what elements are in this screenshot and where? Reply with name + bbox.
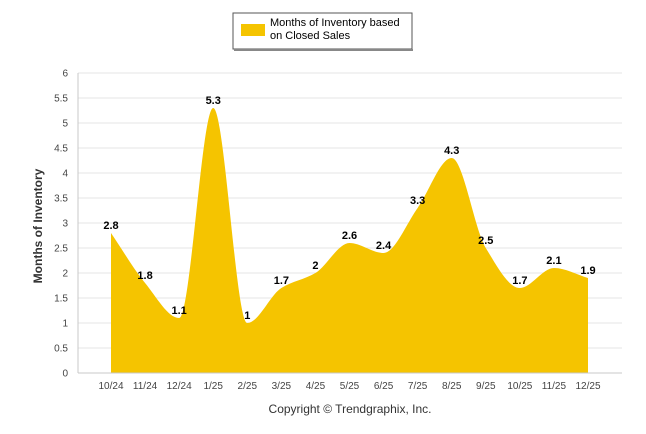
data-label: 3.3	[410, 195, 425, 207]
y-tick-label: 1	[62, 319, 68, 330]
y-tick-label: 3.5	[54, 194, 68, 205]
data-label: 2.8	[103, 220, 118, 232]
y-tick-label: 4.5	[54, 144, 68, 155]
x-tick-label: 1/25	[203, 381, 223, 392]
x-tick-label: 2/25	[238, 381, 258, 392]
x-tick-label: 10/24	[98, 381, 123, 392]
data-label: 1.7	[512, 275, 527, 287]
x-tick-label: 12/25	[575, 381, 600, 392]
y-tick-label: 0	[62, 369, 68, 380]
copyright-text: Copyright © Trendgraphix, Inc.	[269, 402, 432, 416]
x-tick-label: 11/24	[133, 381, 158, 392]
legend: Months of Inventory based on Closed Sale…	[232, 12, 413, 51]
x-tick-label: 11/25	[542, 381, 567, 392]
legend-swatch	[241, 24, 265, 36]
y-tick-label: 5	[62, 119, 68, 130]
legend-label-line-2: on Closed Sales	[270, 30, 351, 42]
y-axis-title: Months of Inventory	[31, 168, 45, 283]
data-label: 2.6	[342, 230, 357, 242]
data-label: 1.1	[171, 305, 186, 317]
x-tick-label: 9/25	[476, 381, 496, 392]
y-tick-label: 2.5	[54, 244, 68, 255]
data-label: 4.3	[444, 145, 459, 157]
legend-label-line-1: Months of Inventory based	[270, 17, 400, 29]
x-tick-label: 8/25	[442, 381, 462, 392]
inventory-area	[111, 108, 588, 373]
data-labels: 2.8 1.8 1.1 5.3 1 1.7 2 2.6 2.4 3.3 4.3 2.5 1.7 2.1 1.…	[103, 95, 595, 322]
y-tick-label: 2	[62, 269, 68, 280]
data-label: 2	[312, 260, 318, 272]
x-tick-label: 5/25	[340, 381, 360, 392]
data-label: 1.8	[137, 270, 152, 282]
x-tick-label: 6/25	[374, 381, 394, 392]
x-tick-label: 3/25	[272, 381, 292, 392]
data-label: 1	[244, 310, 250, 322]
x-tick-label: 12/24	[167, 381, 192, 392]
x-tick-label: 7/25	[408, 381, 428, 392]
x-tick-label: 4/25	[306, 381, 326, 392]
data-label: 5.3	[206, 95, 221, 107]
data-label: 2.1	[546, 255, 561, 267]
data-label: 2.5	[478, 235, 493, 247]
y-tick-label: 0.5	[54, 344, 68, 355]
x-axis-ticks: 10/24 11/24 12/24 1/25 2/25 3/25 4/25 5/25 6/25 7…	[98, 381, 600, 392]
y-tick-label: 1.5	[54, 294, 68, 305]
data-label: 2.4	[376, 240, 392, 252]
y-axis-ticks: 0 0.5 1 1.5 2 2.5 3 3.5 4 4.5 5 5.5 6	[54, 69, 68, 380]
x-tick-label: 10/25	[507, 381, 532, 392]
y-tick-label: 4	[62, 169, 68, 180]
y-tick-label: 3	[62, 219, 68, 230]
y-tick-label: 6	[62, 69, 68, 80]
data-label: 1.9	[580, 265, 595, 277]
y-tick-label: 5.5	[54, 94, 68, 105]
axes	[77, 73, 622, 374]
data-label: 1.7	[274, 275, 289, 287]
